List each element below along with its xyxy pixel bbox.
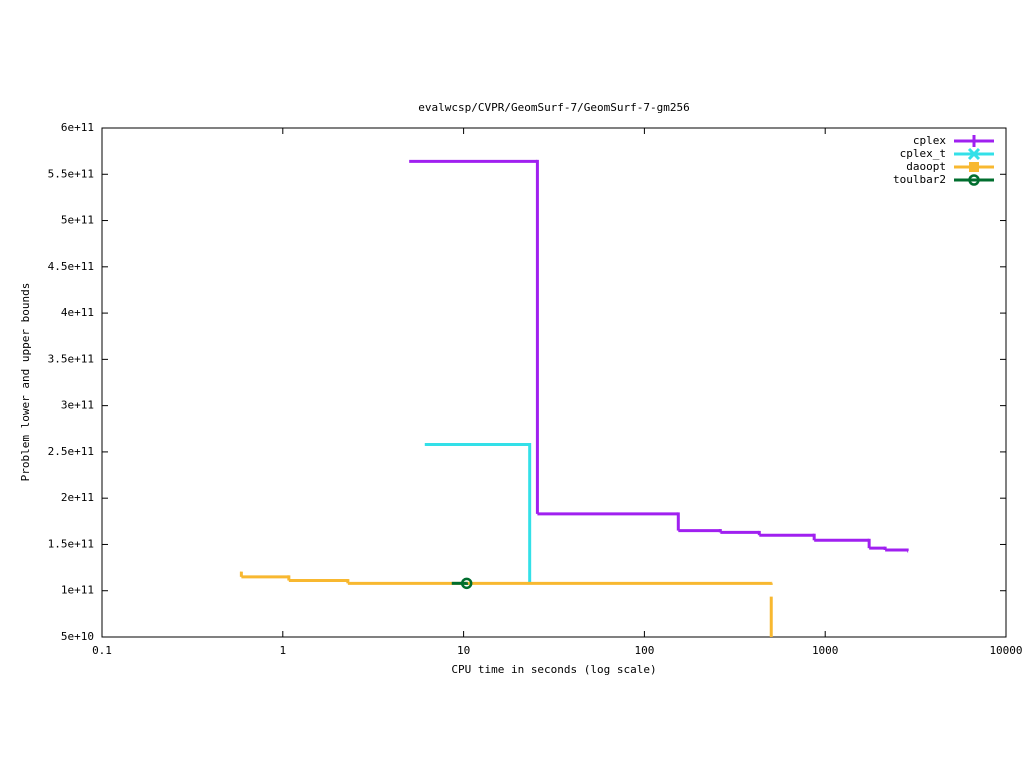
legend-label: cplex_t: [900, 147, 946, 160]
legend-label: daoopt: [906, 160, 946, 173]
chart-title: evalwcsp/CVPR/GeomSurf-7/GeomSurf-7-gm25…: [418, 101, 690, 114]
x-tick-label: 0.1: [92, 644, 112, 657]
y-tick-label: 4e+11: [61, 306, 94, 319]
y-axis-label: Problem lower and upper bounds: [19, 283, 32, 482]
y-tick-label: 3e+11: [61, 399, 94, 412]
marker: [967, 147, 981, 161]
y-tick-label: 2e+11: [61, 491, 94, 504]
y-tick-label: 4.5e+11: [48, 260, 94, 273]
x-tick-label: 100: [634, 644, 654, 657]
y-tick-label: 2.5e+11: [48, 445, 94, 458]
y-tick-label: 3.5e+11: [48, 352, 94, 365]
marker: [968, 135, 980, 147]
marker: [969, 162, 979, 172]
y-tick-label: 1.5e+11: [48, 537, 94, 550]
x-tick-label: 10: [457, 644, 470, 657]
y-tick-label: 5e+11: [61, 214, 94, 227]
x-tick-label: 10000: [989, 644, 1022, 657]
y-tick-label: 5.5e+11: [48, 167, 94, 180]
x-tick-label: 1000: [812, 644, 839, 657]
y-tick-label: 6e+11: [61, 121, 94, 134]
y-tick-label: 1e+11: [61, 584, 94, 597]
y-tick-label: 5e+10: [61, 630, 94, 643]
plot-frame: [101, 127, 1007, 638]
marker: [968, 174, 980, 186]
marker: [460, 577, 473, 590]
legend-label: toulbar2: [893, 173, 946, 186]
x-axis-label: CPU time in seconds (log scale): [451, 663, 656, 676]
x-tick-label: 1: [279, 644, 286, 657]
legend-label: cplex: [913, 134, 946, 147]
plot-area: [239, 159, 909, 637]
